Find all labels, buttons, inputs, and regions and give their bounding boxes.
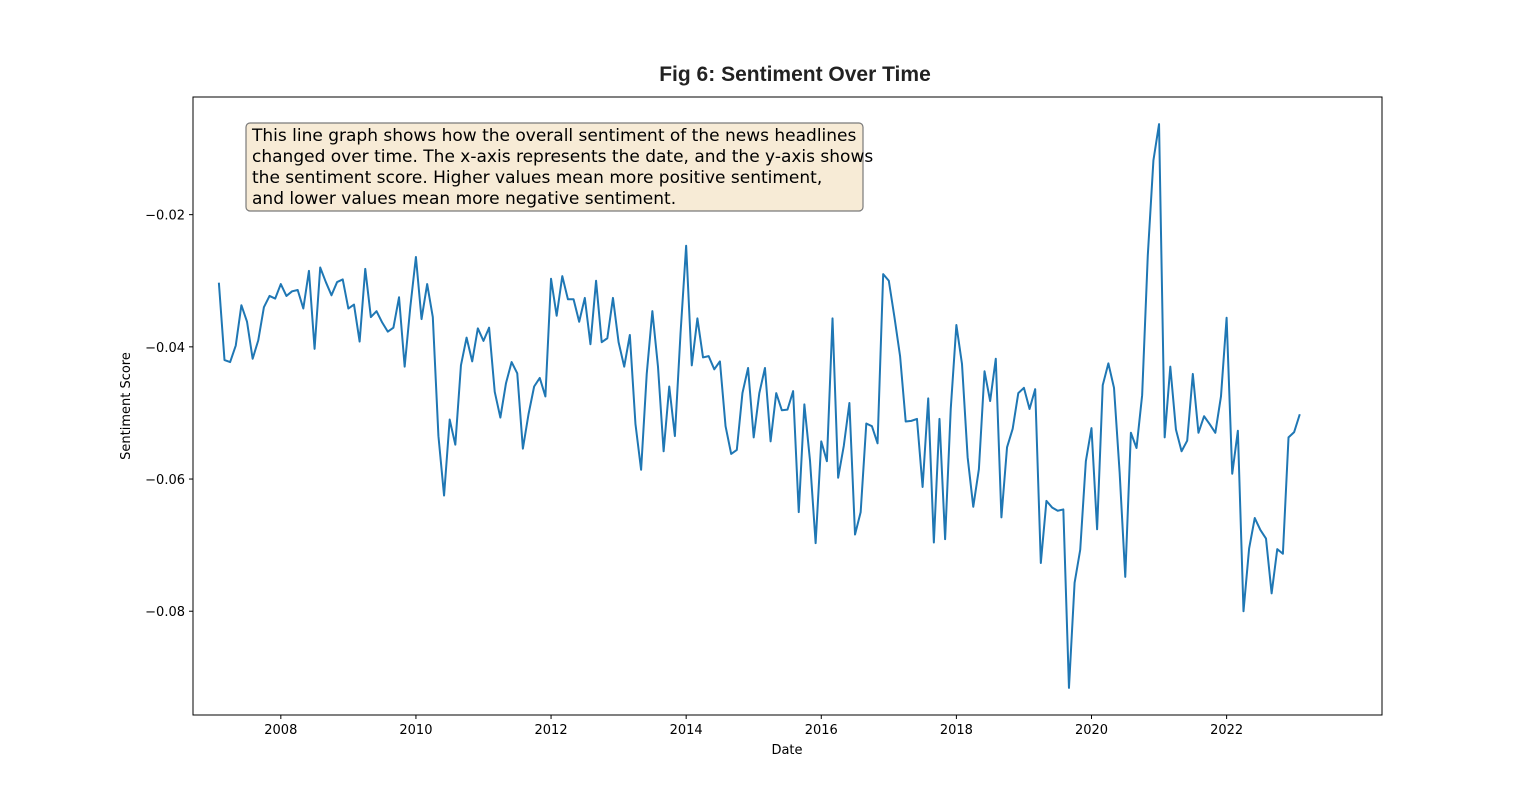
plot-area-frame	[192, 96, 1383, 716]
y-axis: −0.02 −0.04 −0.06 −0.08	[145, 209, 193, 620]
y-tick-label: −0.04	[145, 341, 185, 356]
x-tick-label: 2010	[399, 723, 432, 738]
annotation-background	[245, 122, 864, 212]
x-tick-label: 2020	[1075, 723, 1108, 738]
y-axis-label: Sentiment Score	[119, 352, 134, 460]
y-tick-label: −0.02	[145, 209, 185, 224]
annotation-line-2: changed over time. The x-axis represents…	[252, 147, 873, 167]
chart-title: Fig 6: Sentiment Over Time	[659, 63, 931, 86]
x-tick-label: 2014	[670, 723, 703, 738]
annotation-line-3: the sentiment score. Higher values mean …	[252, 168, 822, 188]
x-tick-label: 2016	[805, 723, 838, 738]
x-tick-label: 2008	[264, 723, 297, 738]
annotation-line-1: This line graph shows how the overall se…	[251, 126, 857, 146]
x-tick-label: 2022	[1210, 723, 1243, 738]
y-tick-label: −0.08	[145, 605, 185, 620]
x-tick-label: 2012	[535, 723, 568, 738]
y-tick-label: −0.06	[145, 473, 185, 488]
annotation-box: This line graph shows how the overall se…	[245, 122, 873, 212]
annotation-line-4: and lower values mean more negative sent…	[252, 189, 676, 209]
series-line-sentiment	[217, 123, 1301, 689]
x-tick-label: 2018	[940, 723, 973, 738]
x-axis-label: Date	[771, 743, 802, 758]
x-axis: 2008 2010 2012 2014 2016 2018 2020 2022	[264, 715, 1243, 738]
